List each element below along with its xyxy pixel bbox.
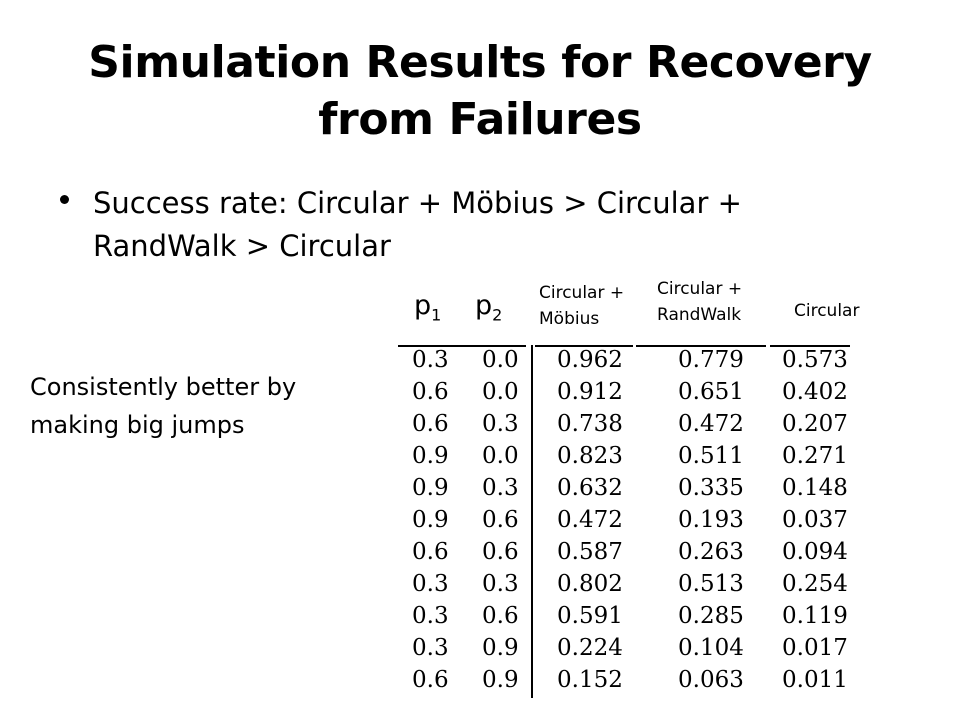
cell-randwalk: 0.511 xyxy=(678,443,744,469)
header-p2-letter: p xyxy=(475,290,493,321)
cell-randwalk: 0.651 xyxy=(678,379,744,405)
header-mobius: Circular + Möbius xyxy=(539,280,624,332)
cell-mobius: 0.591 xyxy=(557,603,623,629)
cell-randwalk: 0.472 xyxy=(678,411,744,437)
cell-randwalk: 0.104 xyxy=(678,635,744,661)
cell-mobius: 0.823 xyxy=(557,443,623,469)
cell-p2: 0.6 xyxy=(482,539,519,565)
cell-p2: 0.9 xyxy=(482,635,519,661)
cell-mobius: 0.224 xyxy=(557,635,623,661)
cell-p2: 0.6 xyxy=(482,603,519,629)
cell-p2: 0.0 xyxy=(482,443,519,469)
header-randwalk-line2: RandWalk xyxy=(657,305,742,325)
header-p1-letter: p xyxy=(414,290,432,321)
table-row: 0.3 0.9 0.224 0.104 0.017 xyxy=(0,632,960,664)
table-row: 0.3 0.6 0.591 0.285 0.119 xyxy=(0,600,960,632)
cell-randwalk: 0.285 xyxy=(678,603,744,629)
cell-circular: 0.011 xyxy=(782,667,848,693)
bullet-dot-icon xyxy=(60,195,69,204)
side-note: Consistently better by making big jumps xyxy=(30,373,297,439)
cell-p2: 0.0 xyxy=(482,379,519,405)
cell-circular: 0.271 xyxy=(782,443,848,469)
header-mobius-line2: Möbius xyxy=(539,309,600,329)
cell-p1: 0.6 xyxy=(412,379,449,405)
header-randwalk: Circular + RandWalk xyxy=(657,276,742,328)
cell-p1: 0.3 xyxy=(412,571,449,597)
header-rule-p xyxy=(398,345,526,347)
table-row: 0.6 0.6 0.587 0.263 0.094 xyxy=(0,536,960,568)
cell-p1: 0.6 xyxy=(412,539,449,565)
cell-mobius: 0.912 xyxy=(557,379,623,405)
table-row: 0.9 0.3 0.632 0.335 0.148 xyxy=(0,472,960,504)
cell-circular: 0.119 xyxy=(782,603,848,629)
header-p1: p1 xyxy=(414,288,441,333)
table-row: 0.3 0.0 0.962 0.779 0.573 xyxy=(0,344,960,376)
cell-p1: 0.3 xyxy=(412,635,449,661)
table-row: 0.9 0.0 0.823 0.511 0.271 xyxy=(0,440,960,472)
table-row: 0.6 0.3 0.738 0.472 0.207 xyxy=(0,408,960,440)
cell-randwalk: 0.063 xyxy=(678,667,744,693)
cell-circular: 0.017 xyxy=(782,635,848,661)
cell-mobius: 0.152 xyxy=(557,667,623,693)
cell-circular: 0.094 xyxy=(782,539,848,565)
header-p2: p2 xyxy=(475,288,502,333)
cell-p1: 0.3 xyxy=(412,603,449,629)
header-rule-circular xyxy=(770,345,850,347)
cell-p1: 0.6 xyxy=(412,667,449,693)
cell-mobius: 0.587 xyxy=(557,539,623,565)
cell-circular: 0.402 xyxy=(782,379,848,405)
cell-p1: 0.3 xyxy=(412,347,449,373)
cell-p2: 0.3 xyxy=(482,571,519,597)
cell-circular: 0.573 xyxy=(782,347,848,373)
slide-title: Simulation Results for Recovery from Fai… xyxy=(88,37,872,145)
cell-mobius: 0.472 xyxy=(557,507,623,533)
cell-mobius: 0.802 xyxy=(557,571,623,597)
cell-p1: 0.9 xyxy=(412,443,449,469)
cell-p2: 0.9 xyxy=(482,667,519,693)
header-mobius-line1: Circular + xyxy=(539,283,625,303)
cell-circular: 0.254 xyxy=(782,571,848,597)
results-table: 0.3 0.0 0.962 0.779 0.573 0.6 0.0 0.912 … xyxy=(0,344,960,696)
bullet-text: Success rate: Circular + Möbius > Circul… xyxy=(93,186,742,263)
cell-mobius: 0.738 xyxy=(557,411,623,437)
table-row: 0.6 0.0 0.912 0.651 0.402 xyxy=(0,376,960,408)
cell-randwalk: 0.779 xyxy=(678,347,744,373)
cell-p2: 0.3 xyxy=(482,411,519,437)
header-p2-subscript: 2 xyxy=(492,305,503,325)
column-divider xyxy=(531,345,533,698)
cell-circular: 0.148 xyxy=(782,475,848,501)
cell-p1: 0.9 xyxy=(412,507,449,533)
cell-randwalk: 0.513 xyxy=(678,571,744,597)
header-circular: Circular xyxy=(794,301,860,321)
cell-mobius: 0.632 xyxy=(557,475,623,501)
cell-circular: 0.037 xyxy=(782,507,848,533)
cell-randwalk: 0.335 xyxy=(678,475,744,501)
cell-randwalk: 0.193 xyxy=(678,507,744,533)
cell-p2: 0.6 xyxy=(482,507,519,533)
header-rule-randwalk xyxy=(636,345,766,347)
header-randwalk-line1: Circular + xyxy=(657,279,743,299)
header-p1-subscript: 1 xyxy=(431,305,442,325)
cell-p2: 0.0 xyxy=(482,347,519,373)
cell-randwalk: 0.263 xyxy=(678,539,744,565)
cell-p1: 0.6 xyxy=(412,411,449,437)
cell-p1: 0.9 xyxy=(412,475,449,501)
table-row: 0.3 0.3 0.802 0.513 0.254 xyxy=(0,568,960,600)
cell-p2: 0.3 xyxy=(482,475,519,501)
cell-mobius: 0.962 xyxy=(557,347,623,373)
table-row: 0.9 0.6 0.472 0.193 0.037 xyxy=(0,504,960,536)
header-rule-mobius xyxy=(535,345,633,347)
table-row: 0.6 0.9 0.152 0.063 0.011 xyxy=(0,664,960,696)
cell-circular: 0.207 xyxy=(782,411,848,437)
